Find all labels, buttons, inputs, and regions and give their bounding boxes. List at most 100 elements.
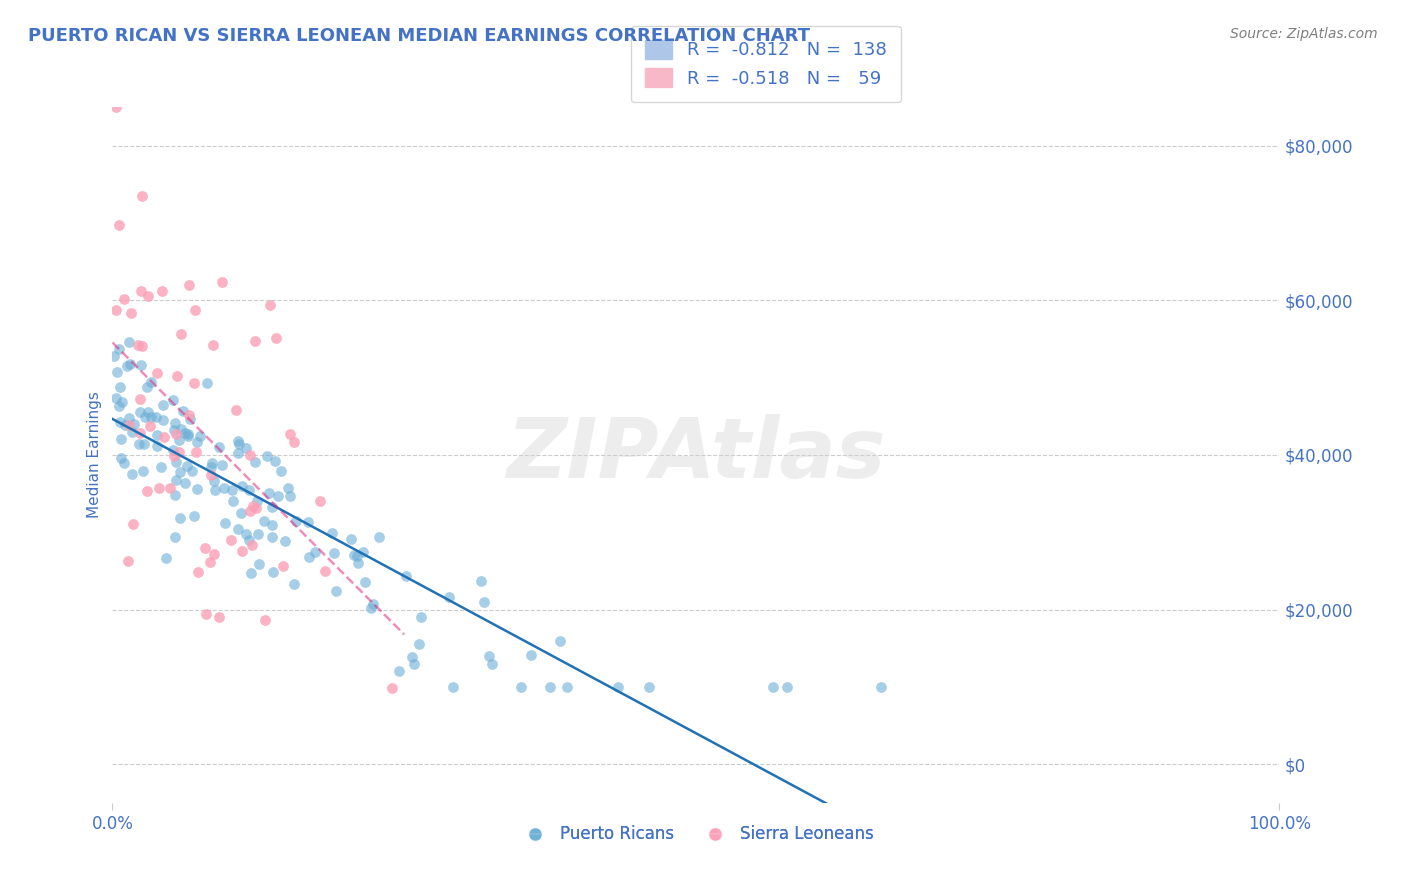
Point	[228, 522, 250, 536]
Point	[222, 494, 245, 508]
Text: ZIPAtlas: ZIPAtlas	[506, 415, 886, 495]
Point	[184, 302, 207, 317]
Point	[267, 489, 290, 503]
Point	[150, 284, 173, 298]
Point	[104, 100, 127, 114]
Point	[112, 292, 135, 306]
Point	[243, 334, 266, 348]
Point	[246, 493, 269, 508]
Point	[188, 429, 211, 443]
Point	[146, 366, 169, 380]
Point	[520, 648, 543, 662]
Point	[105, 365, 128, 379]
Point	[239, 503, 262, 517]
Legend: Puerto Ricans, Sierra Leoneans: Puerto Ricans, Sierra Leoneans	[512, 819, 880, 850]
Point	[165, 426, 187, 441]
Point	[219, 533, 242, 547]
Point	[129, 405, 152, 419]
Point	[478, 648, 501, 663]
Point	[242, 499, 264, 513]
Point	[277, 482, 299, 496]
Point	[253, 614, 276, 628]
Point	[139, 419, 162, 434]
Point	[132, 465, 155, 479]
Point	[145, 410, 167, 425]
Point	[193, 541, 215, 555]
Point	[264, 331, 287, 345]
Text: Source: ZipAtlas.com: Source: ZipAtlas.com	[1230, 27, 1378, 41]
Point	[194, 607, 217, 621]
Point	[195, 376, 218, 391]
Point	[381, 681, 404, 695]
Point	[555, 680, 578, 694]
Point	[538, 680, 561, 694]
Point	[108, 218, 131, 232]
Point	[131, 339, 153, 353]
Point	[208, 440, 231, 454]
Point	[352, 545, 374, 559]
Point	[167, 445, 190, 459]
Point	[304, 545, 326, 559]
Point	[122, 417, 145, 431]
Point	[153, 430, 176, 444]
Point	[146, 439, 169, 453]
Point	[481, 657, 503, 671]
Point	[347, 556, 370, 570]
Point	[121, 516, 143, 531]
Point	[509, 680, 531, 694]
Point	[163, 416, 186, 430]
Point	[198, 555, 221, 569]
Point	[231, 479, 253, 493]
Point	[201, 456, 224, 470]
Point	[172, 404, 194, 418]
Point	[112, 456, 135, 470]
Point	[141, 375, 163, 389]
Point	[163, 449, 186, 463]
Point	[169, 511, 191, 525]
Point	[166, 368, 188, 383]
Point	[170, 327, 193, 342]
Point	[165, 531, 187, 545]
Point	[129, 425, 152, 440]
Point	[271, 558, 294, 573]
Point	[235, 441, 257, 455]
Point	[208, 610, 231, 624]
Point	[105, 391, 128, 405]
Point	[131, 189, 153, 203]
Point	[225, 403, 247, 417]
Point	[204, 483, 226, 497]
Point	[308, 493, 330, 508]
Point	[108, 400, 131, 414]
Point	[181, 464, 204, 478]
Point	[256, 449, 278, 463]
Point	[238, 533, 260, 548]
Point	[118, 335, 141, 350]
Point	[165, 488, 187, 502]
Point	[260, 518, 283, 533]
Point	[229, 506, 252, 520]
Point	[252, 514, 274, 528]
Point	[221, 483, 243, 497]
Point	[270, 463, 292, 477]
Point	[278, 489, 301, 503]
Point	[114, 418, 136, 433]
Point	[388, 664, 411, 678]
Point	[226, 434, 249, 448]
Point	[167, 434, 190, 448]
Point	[278, 427, 301, 442]
Point	[214, 516, 236, 530]
Point	[211, 458, 233, 472]
Point	[110, 450, 132, 465]
Point	[179, 277, 201, 292]
Point	[117, 554, 139, 568]
Point	[200, 460, 222, 475]
Point	[174, 475, 197, 490]
Point	[186, 445, 208, 459]
Point	[297, 515, 319, 529]
Point	[260, 530, 283, 544]
Point	[548, 634, 571, 648]
Point	[148, 481, 170, 495]
Point	[298, 549, 321, 564]
Point	[776, 680, 799, 694]
Point	[638, 680, 661, 694]
